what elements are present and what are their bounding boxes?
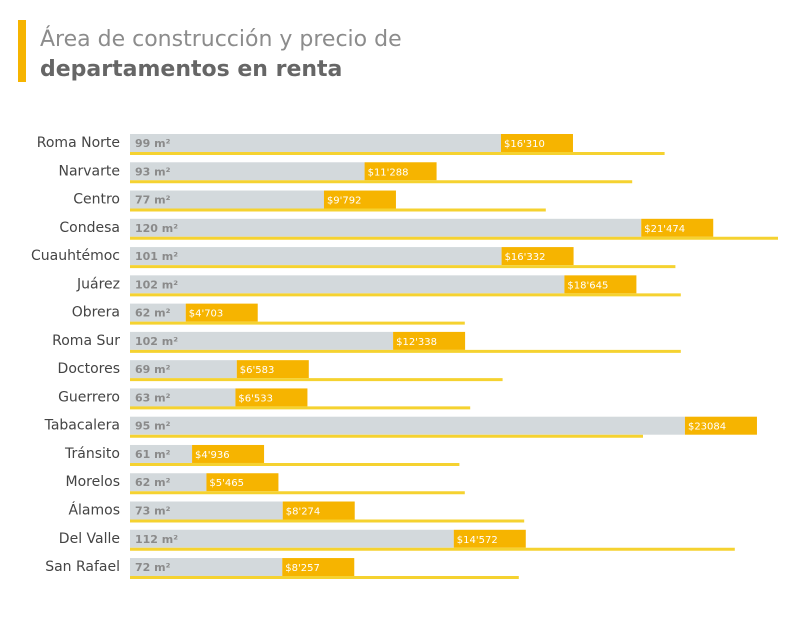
category-label: Doctores bbox=[58, 361, 120, 377]
bar bbox=[130, 473, 207, 492]
category-label: Álamos bbox=[68, 502, 120, 519]
price-label: $6'583 bbox=[240, 365, 275, 376]
area-label: 95 m² bbox=[135, 420, 171, 433]
price-label: $16'310 bbox=[504, 139, 545, 150]
area-label: 73 m² bbox=[135, 505, 171, 518]
price-box bbox=[206, 473, 279, 492]
area-label: 72 m² bbox=[135, 561, 171, 574]
area-label: 99 m² bbox=[135, 137, 171, 150]
price-label: $11'288 bbox=[368, 167, 409, 178]
price-box bbox=[500, 134, 573, 152]
price-box bbox=[453, 529, 526, 548]
area-label: 102 m² bbox=[135, 335, 178, 348]
price-label: $4'936 bbox=[195, 450, 230, 461]
price-label: $23084 bbox=[688, 422, 726, 433]
price-label: $14'572 bbox=[457, 535, 498, 546]
bar bbox=[130, 275, 565, 294]
price-label: $12'338 bbox=[396, 337, 437, 348]
area-label: 112 m² bbox=[135, 533, 178, 546]
area-label: 93 m² bbox=[135, 165, 171, 178]
price-box bbox=[393, 331, 466, 350]
price-box bbox=[641, 218, 714, 237]
price-box bbox=[501, 247, 574, 266]
price-label: $4'703 bbox=[189, 309, 224, 320]
area-label: 101 m² bbox=[135, 250, 178, 263]
price-box bbox=[684, 416, 757, 435]
bar bbox=[130, 388, 236, 407]
bar bbox=[130, 331, 394, 350]
price-box bbox=[282, 501, 355, 520]
area-label: 77 m² bbox=[135, 194, 171, 207]
bar bbox=[130, 558, 283, 577]
area-label: 62 m² bbox=[135, 476, 171, 489]
area-label: 120 m² bbox=[135, 222, 178, 235]
area-label: 63 m² bbox=[135, 391, 171, 404]
price-box bbox=[364, 162, 437, 181]
price-box bbox=[192, 444, 265, 463]
bar bbox=[130, 444, 193, 463]
category-label: Centro bbox=[73, 192, 120, 208]
bar bbox=[130, 501, 283, 520]
bar bbox=[130, 416, 685, 435]
price-label: $18'645 bbox=[567, 280, 608, 291]
bar bbox=[130, 162, 365, 181]
bar bbox=[130, 247, 502, 266]
category-label: Del Valle bbox=[59, 531, 120, 547]
category-label: Morelos bbox=[66, 474, 120, 490]
price-box bbox=[185, 303, 258, 322]
bar bbox=[130, 303, 186, 322]
category-label: Obrera bbox=[72, 305, 120, 321]
price-label: $5'465 bbox=[209, 478, 244, 489]
chart-title: departamentos en renta bbox=[40, 57, 342, 82]
price-label: $16'332 bbox=[505, 252, 546, 263]
category-label: Guerrero bbox=[58, 389, 120, 405]
price-box bbox=[236, 360, 309, 379]
category-label: Juárez bbox=[76, 276, 120, 292]
chart-title: Área de construcción y precio de bbox=[40, 26, 402, 52]
category-label: Tránsito bbox=[64, 446, 120, 462]
bar bbox=[130, 218, 642, 237]
category-label: Narvarte bbox=[58, 163, 120, 179]
price-box bbox=[235, 388, 308, 407]
category-label: Roma Norte bbox=[37, 135, 120, 151]
category-label: Condesa bbox=[59, 220, 120, 236]
price-box bbox=[323, 190, 396, 209]
area-label: 62 m² bbox=[135, 307, 171, 320]
price-label: $8'257 bbox=[285, 563, 320, 574]
price-label: $21'474 bbox=[644, 224, 685, 235]
category-label: Cuauhtémoc bbox=[31, 248, 120, 264]
price-box bbox=[564, 275, 637, 294]
bar bbox=[130, 134, 501, 152]
bar bbox=[130, 190, 324, 209]
title-accent bbox=[18, 20, 26, 82]
category-label: Tabacalera bbox=[44, 418, 120, 434]
price-label: $8'274 bbox=[286, 507, 321, 518]
price-label: $9'792 bbox=[327, 196, 362, 207]
area-label: 61 m² bbox=[135, 448, 171, 461]
bar bbox=[130, 360, 237, 379]
price-box bbox=[282, 558, 355, 577]
area-label: 102 m² bbox=[135, 278, 178, 291]
category-label: San Rafael bbox=[45, 559, 120, 575]
category-label: Roma Sur bbox=[52, 333, 120, 349]
area-label: 69 m² bbox=[135, 363, 171, 376]
price-label: $6'533 bbox=[238, 393, 273, 404]
bar bbox=[130, 529, 454, 548]
